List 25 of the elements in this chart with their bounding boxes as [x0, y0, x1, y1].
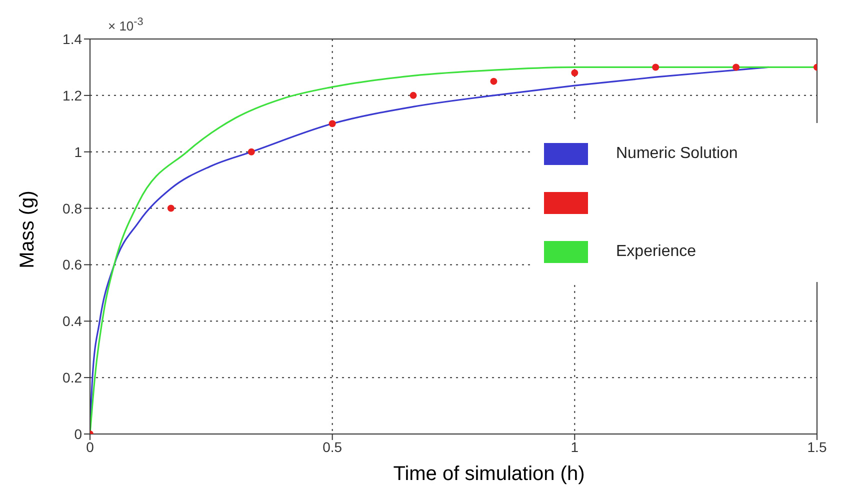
y-tick-label: 1.4: [62, 30, 82, 47]
y-tick-label: 1: [74, 144, 82, 160]
y-tick-label: 0.8: [62, 200, 82, 216]
point: [167, 204, 174, 212]
y-axis-title: Mass (g): [16, 190, 40, 270]
legend-label: Numeric Solution: [616, 144, 739, 162]
y-tick-label: 0.2: [62, 370, 82, 386]
point: [732, 64, 740, 71]
point: [328, 120, 336, 128]
y-tick-label: 0.4: [62, 313, 82, 330]
point: [410, 92, 417, 99]
x-tick-label: 0: [86, 438, 94, 455]
y-tick-label: 0: [74, 426, 82, 442]
y-tick-label: 0.6: [62, 256, 82, 273]
x-tick-label: 1: [570, 438, 579, 455]
point: [652, 64, 660, 71]
point: [571, 69, 578, 76]
text: × 10$^{-3}$: [108, 16, 144, 34]
x-tick-label: 1.5: [807, 438, 827, 455]
point: [248, 148, 255, 156]
x-tick-label: 0.5: [322, 438, 342, 455]
x-axis-title: Time of simulation (h): [392, 463, 586, 486]
legend-label: Experience: [616, 242, 698, 260]
point: [490, 78, 498, 85]
y-tick-label: 1.2: [62, 87, 82, 104]
